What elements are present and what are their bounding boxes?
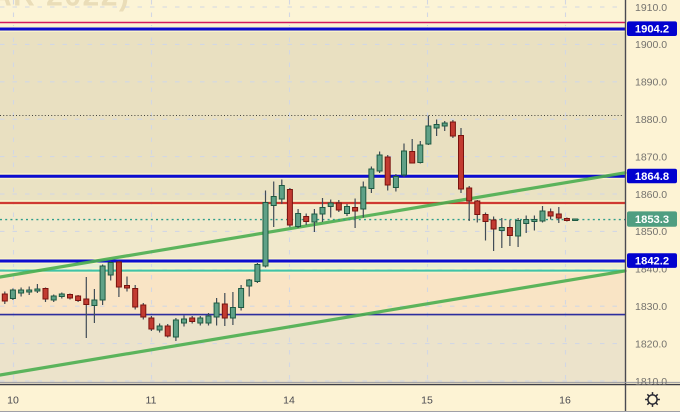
- svg-text:1810.0: 1810.0: [635, 376, 667, 388]
- svg-text:15: 15: [421, 395, 433, 407]
- svg-text:1900.0: 1900.0: [635, 39, 667, 51]
- svg-text:1904.2: 1904.2: [635, 24, 669, 36]
- svg-text:AR 2022): AR 2022): [0, 0, 130, 13]
- svg-text:1820.0: 1820.0: [635, 338, 667, 350]
- svg-text:1864.8: 1864.8: [635, 171, 669, 183]
- svg-text:16: 16: [559, 395, 571, 407]
- svg-text:1880.0: 1880.0: [635, 114, 667, 126]
- svg-text:1870.0: 1870.0: [635, 151, 667, 163]
- svg-text:14: 14: [283, 395, 295, 407]
- svg-text:1853.3: 1853.3: [635, 214, 669, 226]
- svg-text:10: 10: [7, 395, 19, 407]
- svg-text:11: 11: [146, 395, 157, 407]
- svg-text:1910.0: 1910.0: [635, 2, 667, 14]
- svg-text:1830.0: 1830.0: [635, 301, 667, 313]
- svg-text:1860.0: 1860.0: [635, 189, 667, 201]
- svg-text:1850.0: 1850.0: [635, 226, 667, 238]
- svg-text:1890.0: 1890.0: [635, 77, 667, 89]
- svg-text:1842.2: 1842.2: [635, 256, 669, 268]
